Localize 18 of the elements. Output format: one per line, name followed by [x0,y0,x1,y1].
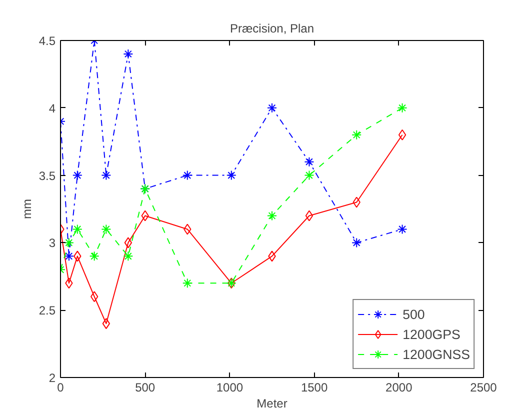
x-axis-title: Meter [256,396,288,410]
y-tick-label: 3 [48,236,56,250]
x-tick-label: 1000 [216,380,244,394]
x-tick-label: 1500 [300,380,328,394]
legend-label: 1200GNSS [402,346,470,362]
x-tick-label: 2500 [470,380,498,394]
y-tick-label: 2 [48,371,56,385]
chart-title: Præcision, Plan [230,22,314,36]
legend-label: 1200GPS [402,326,460,342]
y-tick-label: 4.5 [38,34,56,48]
y-tick-label: 2.5 [38,304,56,318]
y-tick-label: 3.5 [38,168,56,183]
x-tick-label: 2000 [386,380,413,394]
legend-label: 500 [402,306,425,322]
x-tick-label: 500 [135,380,156,394]
y-tick-label: 4 [48,101,56,116]
x-tick-label: 0 [57,380,64,394]
y-axis-title: mm [20,198,34,219]
